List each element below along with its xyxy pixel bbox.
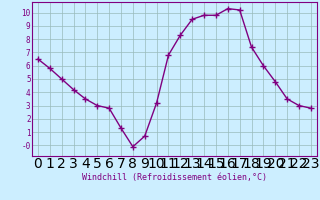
X-axis label: Windchill (Refroidissement éolien,°C): Windchill (Refroidissement éolien,°C) <box>82 173 267 182</box>
